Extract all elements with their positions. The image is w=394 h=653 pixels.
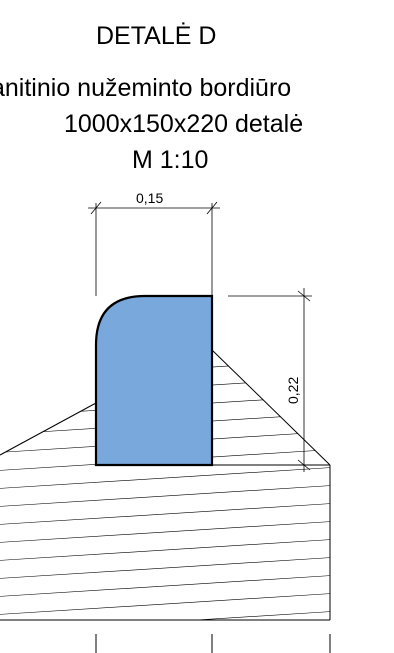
width-dimension-label: 0,15: [136, 190, 163, 206]
detail-title: DETALĖ D: [96, 22, 217, 50]
height-dimension-label: 0,22: [285, 377, 301, 404]
detail-description-line2: 1000x150x220 detalė: [64, 110, 304, 138]
curb-stone: [94, 294, 214, 467]
detail-description-line1: anitinio nužeminto bordiūro: [0, 74, 292, 102]
height-dimension: [228, 288, 312, 472]
title-block: DETALĖ D anitinio nužeminto bordiūro 100…: [0, 0, 394, 190]
detail-scale: M 1:10: [132, 146, 209, 174]
width-dimension: [88, 201, 220, 296]
bottom-ticks: [95, 634, 331, 653]
